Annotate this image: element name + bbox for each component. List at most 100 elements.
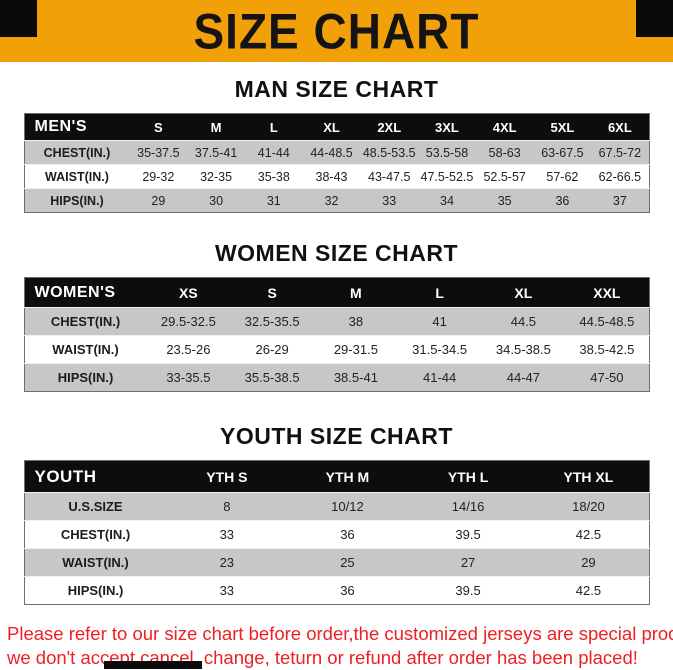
row-label: HIPS(IN.) [57,370,114,385]
corner-decoration-left [0,0,37,37]
size-header-cell: XXL [565,277,649,308]
value-cell: 32.5-35.5 [244,314,300,329]
value-cell: 48.5-53.5 [362,145,416,160]
value-cell: 33-35.5 [166,370,211,385]
value-cell: 25 [340,555,355,570]
size-header-cell: S [129,113,188,141]
value-cell: 23 [219,555,235,570]
value-cell: 36 [340,527,355,542]
table-row: HIPS(IN.) 33 36 39.5 42.5 [24,576,649,605]
table-header-row: MEN'S S M L XL 2XL 3XL 4XL 5XL 6XL [24,113,649,141]
table-title-cell: MEN'S [24,113,130,141]
value-cell: 43-47.5 [368,169,411,184]
value-cell: 42.5 [575,583,602,598]
table-row: U.S.SIZE 8 10/12 14/16 18/20 [24,492,649,521]
title-banner: SIZE CHART [0,0,673,62]
value-cell: 57-62 [546,169,579,184]
value-cell: 35 [497,193,512,208]
size-header-cell: L [397,277,482,308]
table-header-row: YOUTH YTH S YTH M YTH L YTH XL [24,460,649,493]
row-label: CHEST(IN.) [60,527,131,542]
value-cell: 34 [440,193,454,208]
value-cell: 44-47 [506,370,540,385]
value-cell: 18/20 [572,499,605,514]
size-header-cell: L [244,113,303,141]
man-size-chart-heading: MAN SIZE CHART [234,76,439,102]
row-label: HIPS(IN.) [50,193,104,208]
size-header-cell: 3XL [418,113,476,141]
value-cell: 29-32 [142,169,175,184]
disclaimer-text: Please refer to our size chart before or… [0,622,673,670]
value-cell: 29-31.5 [333,342,378,357]
value-cell: 44.5 [510,314,537,329]
value-cell: 36 [340,583,355,598]
row-label: U.S.SIZE [68,499,123,514]
bottom-edge-artifact [104,661,202,669]
value-cell: 27 [460,555,476,570]
table-row: CHEST(IN.) 33 36 39.5 42.5 [24,520,649,549]
table-row: HIPS(IN.) 29 30 31 32 33 34 35 36 37 [24,188,649,213]
table-row: WAIST(IN.) 23.5-26 26-29 29-31.5 31.5-34.5 34… [24,335,649,364]
size-header-cell: YTH S [166,460,288,493]
row-label: CHEST(IN.) [50,314,121,329]
value-cell: 30 [209,193,224,208]
value-cell: 38.5-42.5 [579,342,635,357]
row-label: WAIST(IN.) [62,555,129,570]
page-title: SIZE CHART [193,2,480,60]
value-cell: 26-29 [255,342,289,357]
value-cell: 37.5-41 [194,145,238,160]
size-header-cell: XL [481,277,566,308]
table-row: CHEST(IN.) 29.5-32.5 32.5-35.5 38 41 44.5 44.5… [24,307,649,336]
value-cell: 35.5-38.5 [244,370,300,385]
value-cell: 52.5-57 [483,169,526,184]
value-cell: 62-66.5 [598,169,642,184]
row-label: CHEST(IN.) [43,145,111,160]
size-header-cell: M [187,113,245,141]
value-cell: 33 [219,583,235,598]
value-cell: 37 [612,193,627,208]
size-header-cell: 2XL [360,113,419,141]
value-cell: 53.5-58 [425,145,469,160]
value-cell: 10/12 [331,499,364,514]
value-cell: 44-48.5 [310,145,353,160]
size-header-cell: XL [302,113,361,141]
value-cell: 39.5 [455,583,481,598]
table-row: WAIST(IN.) 23 25 27 29 [24,548,649,577]
size-header-cell: YTH L [407,460,529,493]
value-cell: 38-43 [315,169,348,184]
value-cell: 42.5 [575,527,602,542]
youth-size-chart-heading: YOUTH SIZE CHART [220,423,453,449]
value-cell: 29 [151,193,166,208]
youth-size-table: YOUTH YTH S YTH M YTH L YTH XL U.S.SIZE 8 10/12… [23,460,650,605]
value-cell: 47-50 [590,370,624,385]
women-size-table: WOMEN'S XS S M L XL XXL CHEST(IN.) 29.5-32.5 32.5… [23,277,650,392]
value-cell: 34.5-38.5 [495,342,551,357]
table-title-cell: WOMEN'S [24,277,147,308]
table-row: WAIST(IN.) 29-32 32-35 35-38 38-43 43-47.5 47.… [24,164,649,189]
value-cell: 29 [581,555,596,570]
value-cell: 41-44 [423,370,457,385]
value-cell: 35-38 [257,169,290,184]
value-cell: 8 [223,499,231,514]
disclaimer-line-1: Please refer to our size chart before or… [7,623,673,644]
value-cell: 29.5-32.5 [160,314,216,329]
value-cell: 41 [432,314,447,329]
size-header-cell: XS [146,277,231,308]
row-label: HIPS(IN.) [67,583,124,598]
size-header-cell: M [314,277,398,308]
value-cell: 33 [382,193,397,208]
value-cell: 67.5-72 [598,145,642,160]
size-header-cell: YTH XL [528,460,649,493]
size-header-cell: 5XL [533,113,592,141]
value-cell: 31 [266,193,281,208]
table-title-cell: YOUTH [24,460,167,493]
value-cell: 44.5-48.5 [579,314,635,329]
value-cell: 38 [348,314,364,329]
value-cell: 41-44 [257,145,290,160]
value-cell: 47.5-52.5 [420,169,474,184]
size-header-cell: 4XL [475,113,534,141]
value-cell: 14/16 [451,499,485,514]
value-cell: 32-35 [200,169,233,184]
row-label: WAIST(IN.) [52,342,119,357]
